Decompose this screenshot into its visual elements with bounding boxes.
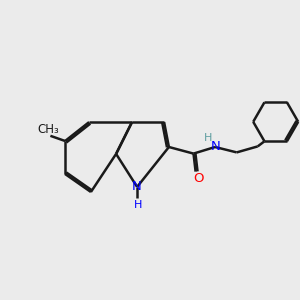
Text: H: H: [204, 133, 213, 143]
Text: CH₃: CH₃: [37, 123, 59, 136]
Text: N: N: [211, 140, 220, 153]
Text: O: O: [193, 172, 203, 185]
Text: N: N: [132, 180, 142, 194]
Text: H: H: [134, 200, 142, 210]
